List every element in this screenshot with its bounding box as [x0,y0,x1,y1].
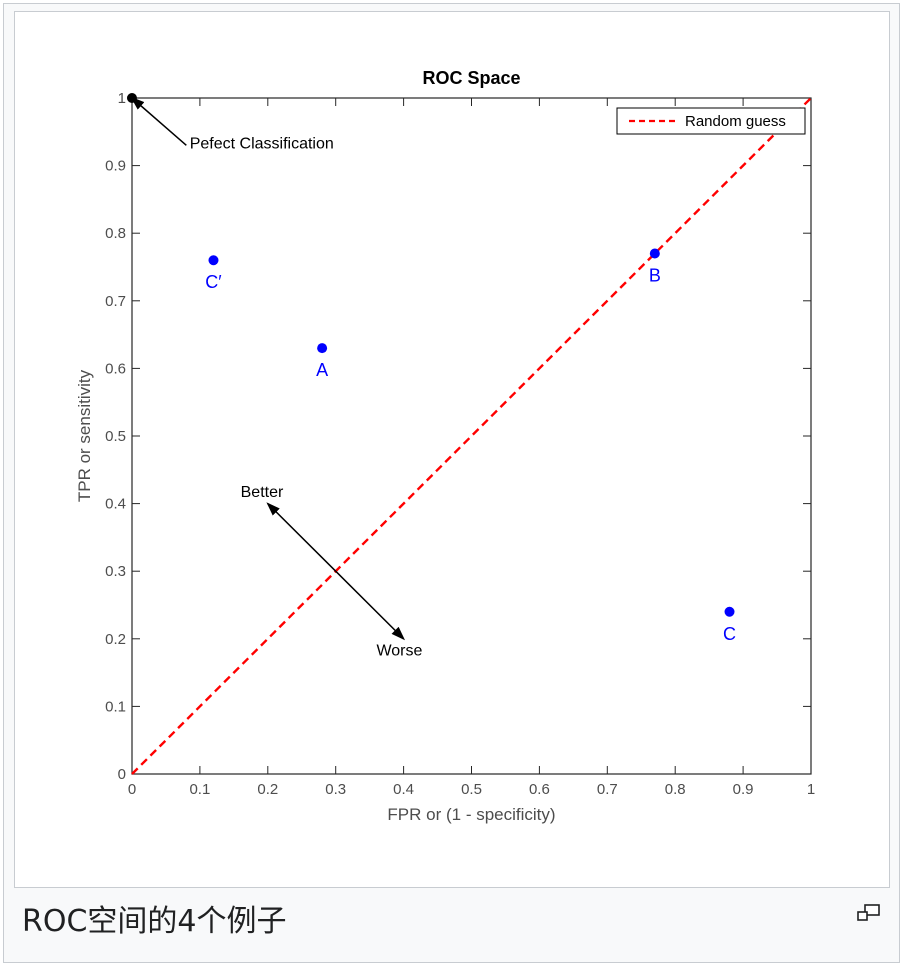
legend: Random guess [616,107,806,135]
y-tick-label: 0.5 [105,428,126,445]
legend-entry-random-guess: Random guess [685,113,786,130]
data-point [724,606,735,617]
chart-title: ROC Space [422,68,520,88]
x-tick-label: 0.6 [529,781,550,798]
annotation-text: Worse [376,643,422,660]
y-tick-label: 0.4 [105,496,126,513]
data-point [317,343,328,354]
axis-ticks: 0 0.1 0.2 0.3 0.4 0.5 0.6 0.7 0.8 0.9 1 0 0.1 0.2 0.3 0… [105,90,815,798]
magnify-clip-icon[interactable] [856,903,882,923]
perfect-arrow [130,96,187,146]
y-tick-label: 1 [118,90,126,107]
x-tick-label: 0.2 [257,781,278,798]
y-tick-label: 0.8 [105,225,126,242]
data-points: A B C C′ [127,93,736,644]
x-tick-label: 0.9 [733,781,754,798]
roc-chart: ROC Space 0 0.1 0.2 0.3 0.4 0.5 0.6 0.7 0.8 0.9 10… [75,68,815,824]
worse-arrow [335,570,406,641]
x-tick-label: 0.4 [393,781,414,798]
annotation-text: Pefect Classification [190,136,334,153]
x-tick-label: 0 [128,781,136,798]
data-point-label: A [316,360,328,380]
y-tick-label: 0.6 [105,360,126,377]
x-tick-label: 0.7 [597,781,618,798]
x-axis-label: FPR or (1 - specificity) [387,805,555,824]
figure-frame: ROC Space 0 0.1 0.2 0.3 0.4 0.5 0.6 0.7 0.8 0.9 1 0… [3,3,900,963]
y-tick-label: 0 [118,766,126,783]
chart-container: ROC Space 0 0.1 0.2 0.3 0.4 0.5 0.6 0.7 0.8 0.9 1 0… [14,11,890,888]
figure-caption: ROC空间的4个例子 [22,904,287,939]
data-point-label: B [649,265,661,285]
random-guess-line [131,97,812,775]
data-point [208,255,219,266]
y-tick-label: 0.3 [105,563,126,580]
x-tick-label: 1 [807,781,815,798]
annotation-text: Better [241,484,284,501]
plot-frame [131,97,812,775]
y-axis-label: TPR or sensitivity [75,369,94,502]
x-tick-label: 0.3 [325,781,346,798]
y-tick-label: 0.7 [105,293,126,310]
data-point-label: C [723,624,736,644]
x-tick-label: 0.8 [665,781,686,798]
x-tick-label: 0.1 [189,781,210,798]
y-tick-label: 0.1 [105,698,126,715]
y-tick-label: 0.9 [105,158,126,175]
annotation-arrows [130,96,406,641]
data-point [649,248,660,259]
y-tick-label: 0.2 [105,631,126,648]
better-arrow [266,502,337,572]
annotations: Pefect Classification Better Worse [190,136,423,660]
x-tick-label: 0.5 [461,781,482,798]
perfect-classification-point [127,93,137,103]
data-point-label: C′ [205,272,222,292]
legend-box [616,107,806,135]
